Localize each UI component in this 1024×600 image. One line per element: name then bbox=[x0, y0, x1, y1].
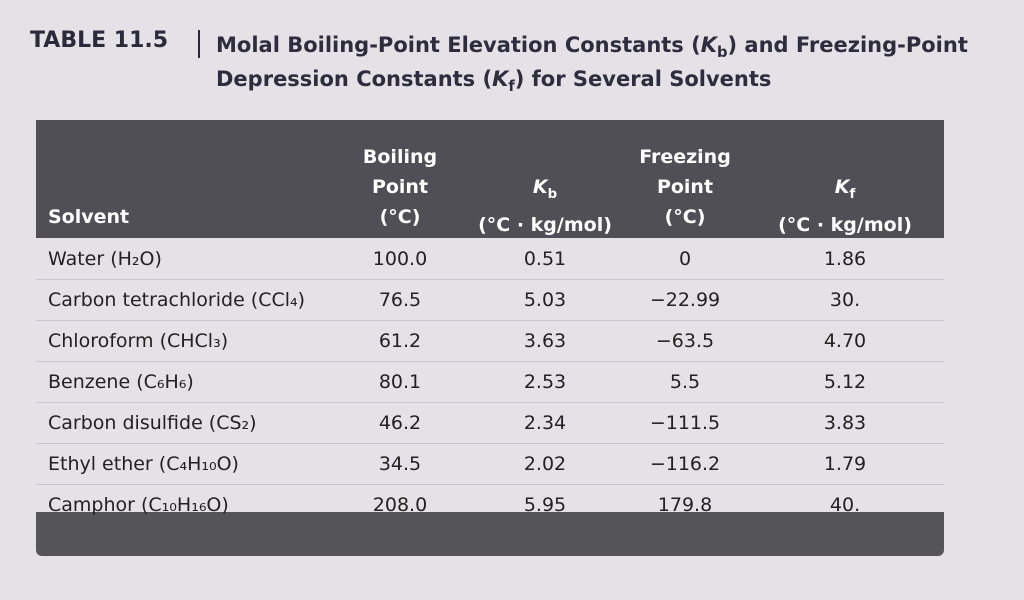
column-header: Kb (°C · kg/mol) bbox=[470, 172, 620, 240]
cell: 30. bbox=[829, 289, 861, 311]
separator bbox=[198, 30, 200, 58]
text-run: Solvent bbox=[48, 206, 130, 228]
header-line: Boiling bbox=[340, 142, 460, 172]
header-line: Freezing bbox=[620, 142, 750, 172]
cell: 208.0 bbox=[372, 494, 428, 516]
cell: 1.86 bbox=[823, 248, 867, 270]
cell: 2.53 bbox=[523, 371, 567, 393]
cell: 2.34 bbox=[523, 412, 567, 434]
row-rule bbox=[36, 402, 944, 403]
row-rule bbox=[36, 361, 944, 362]
text-run: f bbox=[849, 186, 856, 202]
cell: 4.70 bbox=[823, 330, 867, 352]
cell: 5.5 bbox=[669, 371, 701, 393]
header-line: Kf bbox=[760, 172, 930, 210]
header-line: (°C · kg/mol) bbox=[470, 210, 620, 240]
cell: 0.51 bbox=[523, 248, 567, 270]
cell: 100.0 bbox=[372, 248, 428, 270]
cell: 40. bbox=[829, 494, 861, 516]
cell: 2.02 bbox=[523, 453, 567, 475]
cell: 34.5 bbox=[378, 453, 422, 475]
cell: 0 bbox=[678, 248, 692, 270]
text-run: f bbox=[508, 78, 515, 96]
text-run: b bbox=[547, 186, 558, 202]
cell: Camphor (C₁₀H₁₆O) bbox=[48, 494, 229, 516]
text-run: ) for Several Solvents bbox=[514, 67, 772, 92]
header-line: Kb bbox=[470, 172, 620, 210]
cell: Chloroform (CHCl₃) bbox=[48, 330, 229, 352]
cell: −22.99 bbox=[649, 289, 721, 311]
cell: 1.79 bbox=[823, 453, 867, 475]
text-run: (°C · kg/mol) bbox=[478, 213, 612, 236]
text-run: Freezing bbox=[639, 146, 731, 168]
text-run: Point bbox=[656, 176, 714, 198]
header-band bbox=[36, 120, 944, 238]
cell: −63.5 bbox=[655, 330, 715, 352]
text-run: (°C · kg/mol) bbox=[778, 213, 912, 236]
footer-band bbox=[36, 512, 944, 556]
cell: 3.63 bbox=[523, 330, 567, 352]
text-run: K bbox=[492, 67, 509, 92]
column-header: Solvent bbox=[48, 202, 368, 232]
text-run: ) and Freezing-Point Depression Constant… bbox=[216, 33, 968, 92]
cell: Ethyl ether (C₄H₁₀O) bbox=[48, 453, 239, 475]
header-line: (°C · kg/mol) bbox=[760, 210, 930, 240]
row-rule bbox=[36, 484, 944, 485]
cell: Carbon tetrachloride (CCl₄) bbox=[48, 289, 306, 311]
column-header: Freezing Point (°C) bbox=[620, 142, 750, 232]
cell: Benzene (C₆H₆) bbox=[48, 371, 194, 393]
text-run: (°C) bbox=[664, 206, 706, 228]
header-line: (°C) bbox=[620, 202, 750, 232]
cell: 76.5 bbox=[378, 289, 422, 311]
header-line: Point bbox=[340, 172, 460, 202]
cell: 5.95 bbox=[523, 494, 567, 516]
table-label: TABLE 11.5 bbox=[30, 28, 169, 53]
text-run: (°C) bbox=[379, 206, 421, 228]
header-line: (°C) bbox=[340, 202, 460, 232]
cell: −111.5 bbox=[649, 412, 721, 434]
text-run: K bbox=[834, 176, 850, 198]
text-run: Boiling bbox=[362, 146, 438, 168]
text-run: K bbox=[532, 176, 548, 198]
cell: Carbon disulfide (CS₂) bbox=[48, 412, 257, 434]
column-header: Kf (°C · kg/mol) bbox=[760, 172, 930, 240]
text-run: Point bbox=[371, 176, 429, 198]
text-run: b bbox=[717, 44, 728, 62]
cell: 5.03 bbox=[523, 289, 567, 311]
text-run: K bbox=[700, 33, 717, 57]
column-header: Boiling Point (°C) bbox=[340, 142, 460, 232]
cell: 3.83 bbox=[823, 412, 867, 434]
text-run: Molal Boiling-Point Elevation Constants … bbox=[216, 33, 701, 57]
cell: 46.2 bbox=[378, 412, 422, 434]
cell: 179.8 bbox=[657, 494, 713, 516]
table-title: Molal Boiling-Point Elevation Constants … bbox=[216, 32, 976, 100]
cell: 5.12 bbox=[823, 371, 867, 393]
cell: −116.2 bbox=[649, 453, 721, 475]
cell: Water (H₂O) bbox=[48, 248, 162, 270]
cell: 80.1 bbox=[378, 371, 422, 393]
row-rule bbox=[36, 443, 944, 444]
header-line: Solvent bbox=[48, 202, 368, 232]
cell: 61.2 bbox=[378, 330, 422, 352]
row-rule bbox=[36, 320, 944, 321]
header-line: Point bbox=[620, 172, 750, 202]
row-rule bbox=[36, 279, 944, 280]
